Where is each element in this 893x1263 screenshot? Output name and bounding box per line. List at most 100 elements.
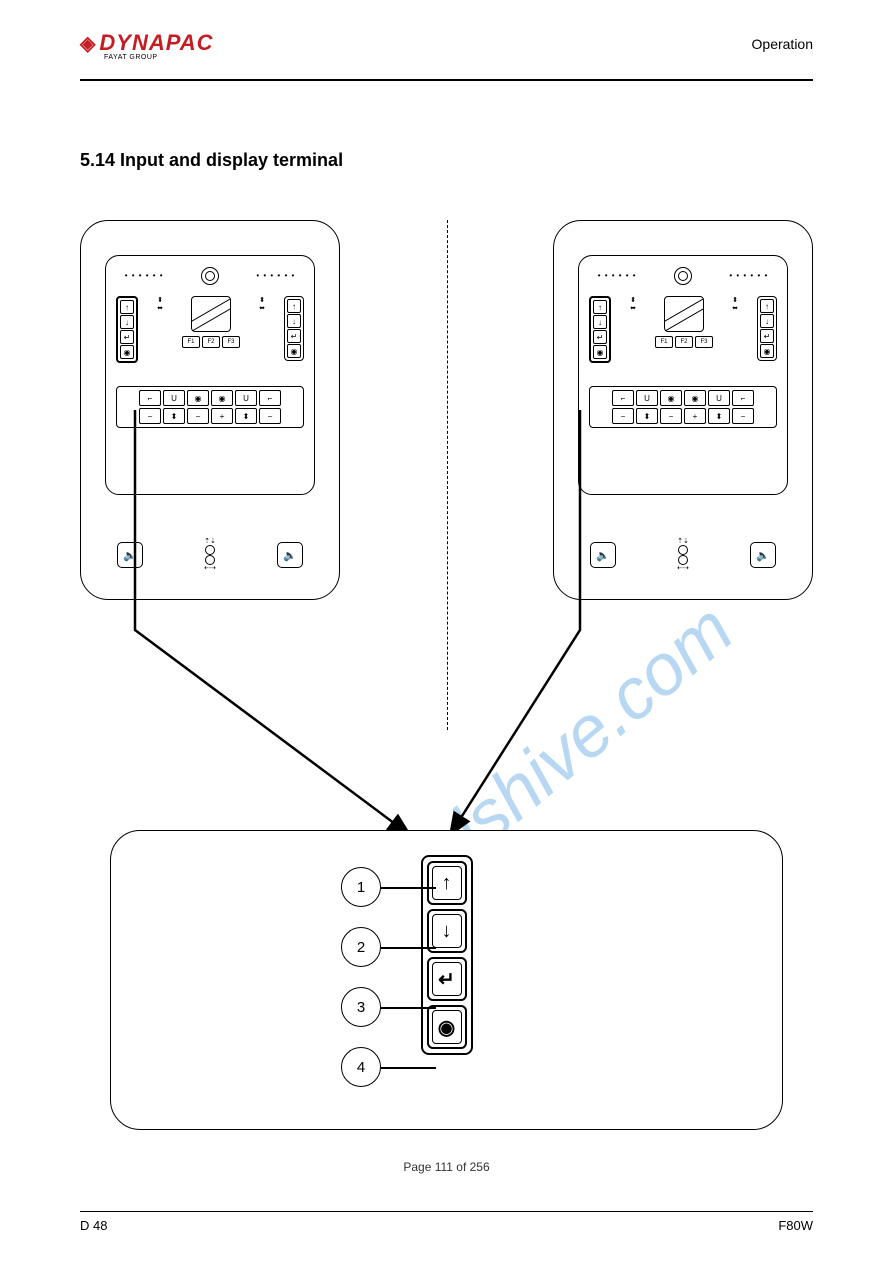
panel-mid-row: ↑ ↓ ↵ ◉ ⬍⬌ F1 F2 F3 [589, 296, 777, 363]
controller-panel: • • • • • • • • • • • • ↑ ↓ ↵ ◉ ⬍⬌ [105, 255, 315, 495]
callout-2: 2 [341, 927, 381, 967]
controller-left: • • • • • • • • • • • • ↑ ↓ ↵ ◉ ⬍⬌ [80, 220, 340, 600]
controller-right: • • • • • • • • • • • • ↑ ↓ ↵ ◉ ⬍⬌ [553, 220, 813, 600]
callout-4: 4 [341, 1047, 381, 1087]
nav-down-button[interactable]: ↓ [760, 314, 774, 328]
footer-model-right: F80W [778, 1218, 813, 1233]
grid-button[interactable]: ⬍ [163, 408, 185, 424]
f3-button[interactable]: F3 [222, 336, 240, 348]
grid-button[interactable]: ◉ [211, 390, 233, 406]
callout-3: 3 [341, 987, 381, 1027]
grid-button[interactable]: U [163, 390, 185, 406]
header-section-label: Operation [752, 36, 813, 52]
panel-mid-row: ↑ ↓ ↵ ◉ ⬍⬌ F1 F2 F3 [116, 296, 304, 363]
footer-row: D 48 F80W [80, 1218, 813, 1233]
estop-knob-icon [201, 267, 219, 285]
nav-enter-button[interactable]: ↵ [287, 329, 301, 343]
brand-logo: ◈ DYNAPAC [80, 30, 813, 56]
grid-button[interactable]: ⌐ [612, 390, 634, 406]
grid-button[interactable]: ⌐ [259, 390, 281, 406]
callout-line [381, 1067, 436, 1069]
grid-button[interactable]: ⌐ [732, 390, 754, 406]
nav-enter-button[interactable]: ↵ [120, 330, 134, 344]
grid-button[interactable]: − [259, 408, 281, 424]
nav-enter-button[interactable]: ↵ [760, 329, 774, 343]
horn-right-button[interactable]: 🔈 [277, 542, 303, 568]
horn-right-button[interactable]: 🔈 [750, 542, 776, 568]
joystick-top[interactable] [678, 545, 688, 555]
diagram-area: • • • • • • • • • • • • ↑ ↓ ↵ ◉ ⬍⬌ [80, 220, 813, 1140]
joy-arrows-icon: ⇠⇢ [677, 565, 689, 572]
indicator-right: ⬍⬌ [259, 296, 265, 312]
f2-button[interactable]: F2 [202, 336, 220, 348]
f1-button[interactable]: F1 [655, 336, 673, 348]
speaker-dots-left: • • • • • • [598, 273, 637, 279]
nav-up-button[interactable]: ↑ [593, 300, 607, 314]
nav-up-button[interactable]: ↑ [120, 300, 134, 314]
speaker-dots-right: • • • • • • [729, 273, 768, 279]
detail-up-button[interactable]: ↑ [427, 861, 467, 905]
joystick-bottom[interactable] [678, 555, 688, 565]
nav-button-column-highlighted: ↑ ↓ ↵ ◉ [116, 296, 138, 363]
indicator-left: ⬍⬌ [630, 296, 636, 312]
f3-button[interactable]: F3 [695, 336, 713, 348]
enter-arrow-icon: ↵ [432, 962, 462, 996]
callout-1: 1 [341, 867, 381, 907]
grid-button[interactable]: U [235, 390, 257, 406]
speaker-dots-right: • • • • • • [256, 273, 295, 279]
joy-arrows-icon: ⇡⇣ [204, 538, 216, 545]
grid-button[interactable]: − [139, 408, 161, 424]
nav-enter-button[interactable]: ↵ [593, 330, 607, 344]
detail-down-button[interactable]: ↓ [427, 909, 467, 953]
control-grid: ⌐ U ◉ ◉ U ⌐ − ⬍ − + ⬍ [116, 386, 304, 428]
joystick-bottom[interactable] [205, 555, 215, 565]
nav-down-button[interactable]: ↓ [120, 315, 134, 329]
grid-button[interactable]: ◉ [660, 390, 682, 406]
display-screen [191, 296, 231, 332]
grid-button[interactable]: ⬍ [235, 408, 257, 424]
grid-button[interactable]: + [684, 408, 706, 424]
grid-button[interactable]: − [660, 408, 682, 424]
nav-menu-button[interactable]: ◉ [287, 344, 301, 358]
horn-left-button[interactable]: 🔈 [117, 542, 143, 568]
f1-button[interactable]: F1 [182, 336, 200, 348]
up-arrow-icon: ↑ [432, 866, 462, 900]
grid-button[interactable]: ⌐ [139, 390, 161, 406]
controller-panel: • • • • • • • • • • • • ↑ ↓ ↵ ◉ ⬍⬌ [578, 255, 788, 495]
detail-button-column: ↑ ↓ ↵ ◉ [421, 855, 473, 1055]
f2-button[interactable]: F2 [675, 336, 693, 348]
nav-down-button[interactable]: ↓ [287, 314, 301, 328]
page-caption: Page 111 of 256 [0, 1160, 893, 1174]
nav-menu-button[interactable]: ◉ [760, 344, 774, 358]
detail-enter-button[interactable]: ↵ [427, 957, 467, 1001]
nav-up-button[interactable]: ↑ [760, 299, 774, 313]
lower-controls: 🔈 ⇡⇣ ⇠⇢ 🔈 [117, 525, 303, 585]
detail-menu-button[interactable]: ◉ [427, 1005, 467, 1049]
grid-button[interactable]: U [708, 390, 730, 406]
grid-row-1: ⌐ U ◉ ◉ U ⌐ [120, 390, 300, 406]
joystick-cluster: ⇡⇣ ⇠⇢ [677, 538, 689, 572]
horn-left-button[interactable]: 🔈 [590, 542, 616, 568]
grid-button[interactable]: + [211, 408, 233, 424]
nav-up-button[interactable]: ↑ [287, 299, 301, 313]
grid-button[interactable]: − [187, 408, 209, 424]
joystick-cluster: ⇡⇣ ⇠⇢ [204, 538, 216, 572]
grid-button[interactable]: ◉ [187, 390, 209, 406]
footer-divider [80, 1211, 813, 1212]
grid-button[interactable]: − [612, 408, 634, 424]
grid-button[interactable]: − [732, 408, 754, 424]
page-footer: D 48 F80W [80, 1211, 813, 1233]
grid-button[interactable]: ⬍ [636, 408, 658, 424]
section-title: 5.14 Input and display terminal [80, 150, 343, 171]
grid-button[interactable]: ⬍ [708, 408, 730, 424]
joystick-top[interactable] [205, 545, 215, 555]
nav-menu-button[interactable]: ◉ [120, 345, 134, 359]
logo-brand-text: DYNAPAC [99, 30, 213, 56]
grid-button[interactable]: ◉ [684, 390, 706, 406]
nav-menu-button[interactable]: ◉ [593, 345, 607, 359]
controller-pair: • • • • • • • • • • • • ↑ ↓ ↵ ◉ ⬍⬌ [80, 220, 813, 600]
control-grid: ⌐ U ◉ ◉ U ⌐ − ⬍ − + ⬍ [589, 386, 777, 428]
nav-down-button[interactable]: ↓ [593, 315, 607, 329]
grid-button[interactable]: U [636, 390, 658, 406]
estop-knob-icon [674, 267, 692, 285]
